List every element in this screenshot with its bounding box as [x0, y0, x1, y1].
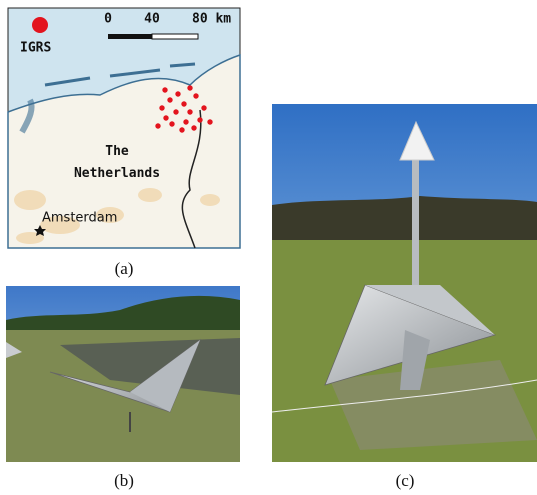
legend-marker — [32, 17, 48, 33]
base-ground — [330, 360, 537, 450]
reflector-stand — [400, 330, 430, 390]
country-label: The Netherlands — [74, 144, 160, 181]
city-marker — [34, 225, 46, 236]
caption: (b) — [114, 471, 134, 490]
trees — [272, 196, 537, 245]
caption: (a) — [115, 259, 134, 278]
text-line: Netherlands — [74, 166, 160, 181]
reflector-face — [130, 340, 200, 412]
coast-island — [19, 98, 35, 134]
scale-label: 40 — [144, 12, 160, 27]
scale-bar-dark — [108, 34, 152, 39]
reflector-top — [365, 285, 495, 335]
antenna-pole — [412, 160, 419, 290]
reflector-left — [6, 342, 22, 358]
fence-wire — [271, 379, 537, 413]
scale-label: 80 km — [192, 12, 231, 27]
igrs-sites — [155, 85, 213, 133]
border — [181, 109, 202, 249]
text-line: The — [105, 144, 129, 159]
city-label: Amsterdam — [42, 211, 117, 226]
scale-bar-light — [151, 33, 199, 40]
photo-b — [6, 286, 240, 462]
islands — [44, 62, 196, 87]
caption: (c) — [396, 471, 415, 490]
scale-label: 0 — [104, 12, 112, 27]
map-panel: IGRS 0 40 80 km The Netherlands Amsterdam — [7, 7, 241, 249]
legend-label: IGRS — [20, 41, 51, 56]
antenna-radome — [399, 120, 435, 161]
photo-c — [271, 104, 537, 462]
urban-areas — [14, 188, 220, 244]
